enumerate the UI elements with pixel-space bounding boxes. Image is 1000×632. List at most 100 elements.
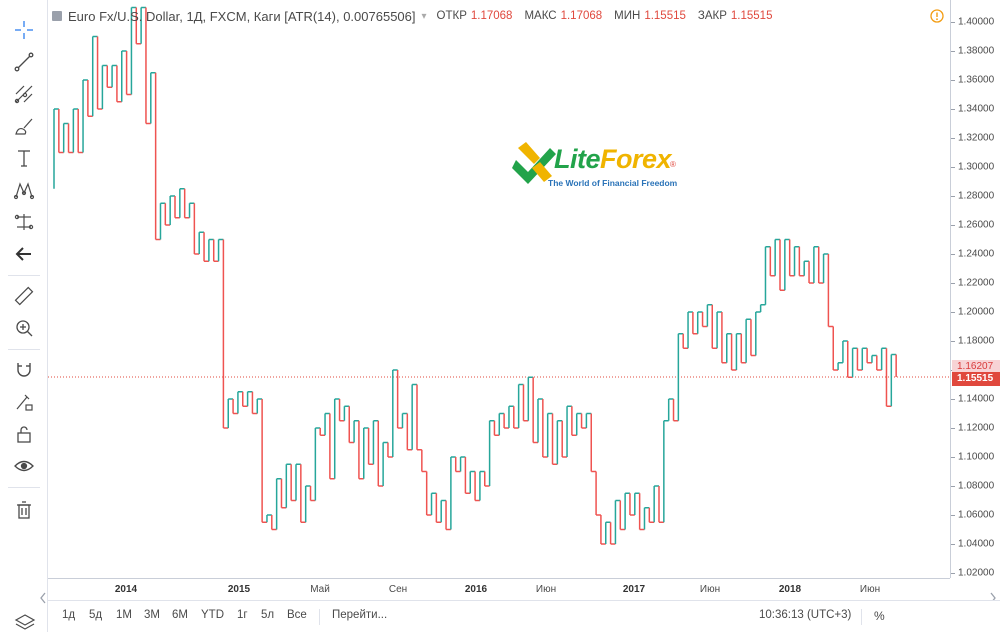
- price-tick-mark: [951, 80, 955, 81]
- price-tick-label: 1.32000: [958, 132, 995, 144]
- price-tick-mark: [951, 283, 955, 284]
- price-tick-mark: [951, 196, 955, 197]
- price-tick-mark: [951, 457, 955, 458]
- eye-icon[interactable]: [8, 452, 40, 480]
- price-tick-label: 1.04000: [958, 538, 995, 550]
- range-6m-button[interactable]: 6М: [172, 609, 188, 621]
- magnet-icon[interactable]: [8, 356, 40, 384]
- logo-registered: ®: [670, 160, 676, 169]
- text-icon[interactable]: [8, 144, 40, 172]
- bottombar-divider: [861, 609, 862, 625]
- prediction-icon[interactable]: [8, 208, 40, 236]
- time-tick-label: 2014: [114, 584, 138, 595]
- pitchfork-icon[interactable]: [8, 80, 40, 108]
- symbol-color-icon[interactable]: [52, 11, 62, 21]
- price-tick-mark: [951, 312, 955, 313]
- ohlc-open-value: 1.17068: [470, 10, 513, 22]
- price-tick-label: 1.28000: [958, 190, 995, 202]
- liteforex-logo: LiteForex ® The World of Financial Freed…: [512, 140, 682, 195]
- warning-icon[interactable]: [930, 9, 944, 23]
- price-tick-mark: [951, 109, 955, 110]
- price-tick-label: 1.20000: [958, 306, 995, 318]
- clock-timezone[interactable]: 10:36:13 (UTC+3): [759, 609, 852, 621]
- trend-line-icon[interactable]: [8, 48, 40, 76]
- bottom-toolbar: 1д 5д 1М 3М 6М YTD 1г 5л Все Перейти... …: [48, 600, 1000, 632]
- logo-mark-icon: [512, 142, 556, 184]
- price-tick-label: 1.38000: [958, 45, 995, 57]
- price-tick-label: 1.34000: [958, 103, 995, 115]
- price-tick-mark: [951, 225, 955, 226]
- price-tick-label: 1.08000: [958, 480, 995, 492]
- range-all-button[interactable]: Все: [287, 609, 307, 621]
- ohlc-low-label: МИН: [614, 10, 641, 22]
- symbol-title[interactable]: Euro Fx/U.S. Dollar, 1Д, FXCM, Каги [ATR…: [68, 8, 416, 24]
- range-5d-button[interactable]: 5д: [89, 609, 103, 621]
- price-tick-label: 1.22000: [958, 277, 995, 289]
- ohlc-low-value: 1.15515: [644, 10, 686, 22]
- price-tick-mark: [951, 428, 955, 429]
- price-tick-mark: [951, 138, 955, 139]
- price-tick-label: 1.06000: [958, 509, 995, 521]
- range-5y-button[interactable]: 5л: [261, 609, 275, 621]
- price-tick-mark: [951, 167, 955, 168]
- range-ytd-button[interactable]: YTD: [201, 609, 224, 621]
- price-tick-mark: [951, 341, 955, 342]
- range-1m-button[interactable]: 1М: [116, 609, 132, 621]
- ohlc-high-label: МАКС: [524, 10, 557, 22]
- price-tick-mark: [951, 399, 955, 400]
- time-tick-label: Сен: [388, 584, 408, 595]
- time-tick-label: 2016: [464, 584, 488, 595]
- price-tick-mark: [951, 515, 955, 516]
- time-tick-label: 2015: [227, 584, 251, 595]
- price-tick-label: 1.26000: [958, 219, 995, 231]
- ohlc-close-value: 1.15515: [730, 10, 773, 22]
- logo-tagline: The World of Financial Freedom: [548, 178, 678, 188]
- time-tick-label: Май: [310, 584, 330, 595]
- ruler-icon[interactable]: [8, 282, 40, 310]
- ohlc-high-value: 1.17068: [560, 10, 603, 22]
- ohlc-close-label: ЗАКР: [697, 10, 727, 22]
- crosshair-icon[interactable]: [8, 16, 40, 44]
- percent-scale-button[interactable]: %: [874, 609, 885, 623]
- bottombar-divider: [319, 609, 320, 625]
- logo-wordmark: LiteForex: [554, 144, 672, 174]
- back-arrow-icon[interactable]: [8, 240, 40, 268]
- range-1d-button[interactable]: 1д: [62, 609, 76, 621]
- time-axis[interactable]: 2014 2015 Май Сен 2016 Июн 2017 Июн 2018 Июн: [48, 578, 950, 598]
- price-tick-label: 1.24000: [958, 248, 995, 260]
- range-1y-button[interactable]: 1г: [237, 609, 248, 621]
- scroll-left-icon[interactable]: [38, 590, 48, 606]
- price-tick-label: 1.10000: [958, 451, 995, 463]
- toolbar-divider: [8, 349, 40, 350]
- lock-pencil-icon[interactable]: [8, 388, 40, 416]
- price-tick-mark: [951, 22, 955, 23]
- price-tick-mark: [951, 51, 955, 52]
- last-price-badge: 1.15515: [952, 372, 1000, 387]
- kagi-chart: [48, 6, 950, 545]
- price-tick-mark: [951, 254, 955, 255]
- toolbar-divider: [8, 487, 40, 488]
- time-tick-label: Июн: [859, 584, 881, 595]
- ohlc-open-label: ОТКР: [436, 10, 467, 22]
- price-tick-label: 1.18000: [958, 335, 995, 347]
- price-axis[interactable]: 1.40000 1.38000 1.36000 1.34000 1.32000 1.300…: [950, 0, 1000, 579]
- chevron-down-icon[interactable]: ▾: [421, 10, 427, 22]
- pattern-icon[interactable]: [8, 176, 40, 204]
- price-tick-label: 1.02000: [958, 567, 995, 579]
- trash-icon[interactable]: [8, 496, 40, 524]
- price-tick-label: 1.36000: [958, 74, 995, 86]
- price-tick-mark: [951, 573, 955, 574]
- toolbar-divider: [8, 275, 40, 276]
- chart-plot-area[interactable]: [48, 0, 950, 578]
- brush-icon[interactable]: [8, 112, 40, 140]
- layers-icon[interactable]: [14, 612, 36, 632]
- time-tick-label: 2018: [778, 584, 802, 595]
- price-tick-label: 1.14000: [958, 393, 995, 405]
- goto-date-button[interactable]: Перейти...: [332, 609, 388, 621]
- zoom-in-icon[interactable]: [8, 314, 40, 342]
- range-3m-button[interactable]: 3М: [144, 609, 160, 621]
- price-tick-mark: [951, 544, 955, 545]
- unlock-icon[interactable]: [8, 420, 40, 448]
- drawing-toolbar: [0, 0, 48, 632]
- price-tick-label: 1.40000: [958, 16, 995, 28]
